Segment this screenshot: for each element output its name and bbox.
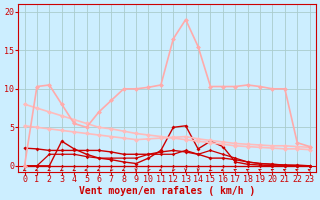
X-axis label: Vent moyen/en rafales ( km/h ): Vent moyen/en rafales ( km/h ) bbox=[79, 186, 255, 196]
